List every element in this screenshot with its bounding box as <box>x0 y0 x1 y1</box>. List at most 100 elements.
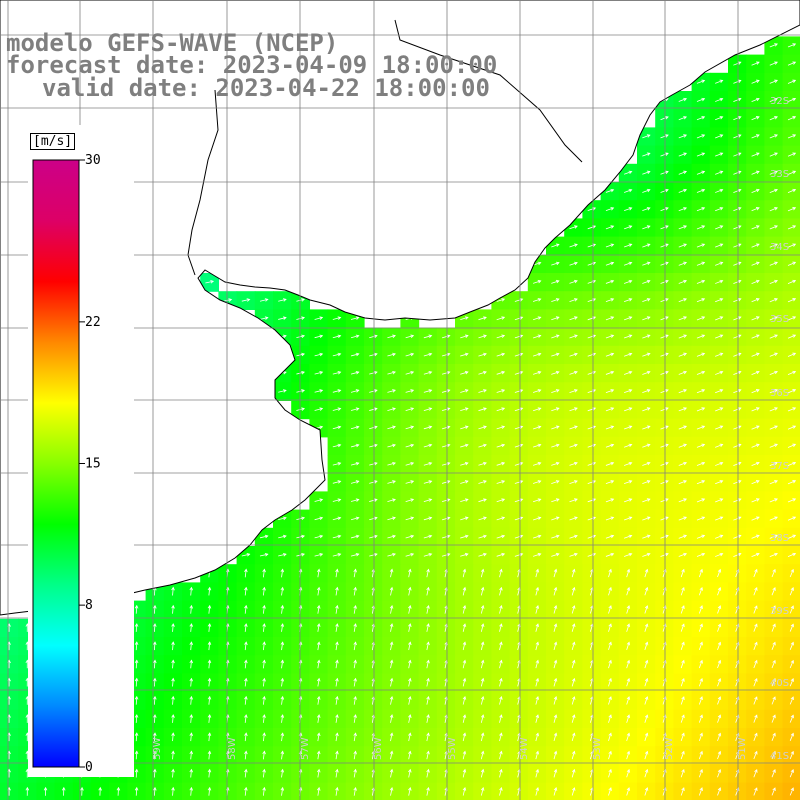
wind-arrow <box>317 642 320 651</box>
wind-arrow-head <box>519 498 524 502</box>
wind-arrow-head <box>699 696 703 700</box>
wind-arrow-head <box>574 352 578 357</box>
wind-arrow <box>517 751 521 760</box>
wind-arrow-head <box>663 659 667 664</box>
wind-arrow-head <box>701 207 706 211</box>
wind-arrow-head <box>699 623 703 628</box>
wind-arrow-head <box>610 498 615 502</box>
wind-arrow-head <box>754 641 758 646</box>
wind-arrow <box>281 769 284 778</box>
wind-arrow <box>408 678 411 687</box>
wind-arrow-head <box>373 370 378 375</box>
wind-arrow <box>753 769 758 778</box>
wind-arrow <box>717 787 721 796</box>
wind-arrow-head <box>319 552 324 557</box>
lon-label: 51W <box>737 737 748 760</box>
wind-arrow-head <box>681 696 685 700</box>
wind-arrow <box>624 535 632 539</box>
wind-arrow-head <box>499 696 503 700</box>
wind-arrow <box>605 407 614 412</box>
wind-arrow <box>608 769 612 778</box>
wind-arrow-head <box>772 659 776 664</box>
wind-arrow-head <box>189 714 194 718</box>
wind-arrow <box>733 80 741 84</box>
wind-arrow-head <box>719 370 724 375</box>
wind-arrow <box>480 733 484 742</box>
wind-arrow <box>350 480 359 484</box>
wind-arrow-head <box>480 696 485 700</box>
wind-arrow <box>332 444 341 448</box>
wind-arrow <box>678 243 687 248</box>
wind-arrow-head <box>392 352 396 357</box>
wind-arrow-head <box>701 188 706 193</box>
wind-arrow-head <box>610 389 615 393</box>
wind-arrow <box>587 371 596 375</box>
wind-arrow-head <box>189 768 194 773</box>
wind-arrow-head <box>410 480 415 484</box>
wind-arrow-head <box>610 188 615 193</box>
wind-arrow <box>787 389 796 394</box>
wind-arrow-head <box>171 786 175 791</box>
wind-arrow <box>660 389 669 394</box>
wind-arrow <box>771 769 776 778</box>
wind-arrow <box>587 480 596 484</box>
wind-arrow <box>514 407 523 412</box>
wind-arrow-head <box>665 152 669 156</box>
wind-arrow <box>698 605 703 614</box>
wind-arrow <box>769 98 778 102</box>
wind-arrow <box>642 225 650 230</box>
wind-arrow-head <box>719 97 724 102</box>
wind-arrow-head <box>574 498 578 502</box>
wind-arrow <box>423 426 432 430</box>
wind-arrow <box>789 605 794 614</box>
wind-arrow-head <box>335 732 339 737</box>
wind-arrow <box>387 389 396 393</box>
wind-arrow-head <box>537 425 542 429</box>
wind-arrow <box>660 316 669 321</box>
wind-arrow-head <box>574 298 578 302</box>
wind-arrow-head <box>464 407 469 411</box>
wind-arrow <box>605 207 614 212</box>
wind-arrow-head <box>610 480 615 484</box>
wind-arrow <box>281 642 284 651</box>
land <box>0 0 800 616</box>
wind-arrow <box>733 498 741 503</box>
wind-arrow-head <box>337 389 342 393</box>
wind-arrow-head <box>774 243 778 247</box>
wind-arrow-head <box>719 443 724 447</box>
wind-arrow-head <box>574 225 578 229</box>
wind-arrow <box>405 371 414 375</box>
wind-arrow <box>478 353 487 357</box>
wind-arrow-head <box>462 695 467 700</box>
wind-arrow <box>244 751 247 760</box>
wind-arrow-head <box>116 786 121 791</box>
wind-arrow <box>480 696 484 705</box>
wind-arrow-head <box>519 370 524 375</box>
wind-arrow <box>660 134 669 139</box>
wind-arrow <box>733 116 741 121</box>
wind-arrow-head <box>772 568 776 573</box>
wind-arrow <box>678 462 687 466</box>
wind-arrow <box>496 462 505 466</box>
wind-arrow-head <box>646 243 651 247</box>
wind-arrow <box>426 660 429 669</box>
wind-arrow <box>680 587 685 596</box>
wind-arrow <box>172 769 174 778</box>
wind-arrow-head <box>699 641 703 646</box>
wind-arrow <box>369 499 378 502</box>
wind-arrow <box>678 280 687 284</box>
wind-arrow <box>605 389 614 394</box>
wind-arrow-head <box>792 243 797 247</box>
wind-arrow <box>696 262 705 266</box>
wind-arrow-head <box>282 534 287 539</box>
wind-arrow-head <box>774 152 778 156</box>
wind-arrow-head <box>626 750 631 755</box>
lat-label: 41S <box>770 751 789 762</box>
wind-arrow-head <box>628 552 633 557</box>
wind-arrow-head <box>699 586 703 591</box>
wind-arrow <box>787 116 796 121</box>
wind-arrow <box>751 152 760 157</box>
wind-arrow <box>660 462 669 466</box>
wind-arrow <box>460 371 469 375</box>
wind-arrow-head <box>683 316 688 320</box>
